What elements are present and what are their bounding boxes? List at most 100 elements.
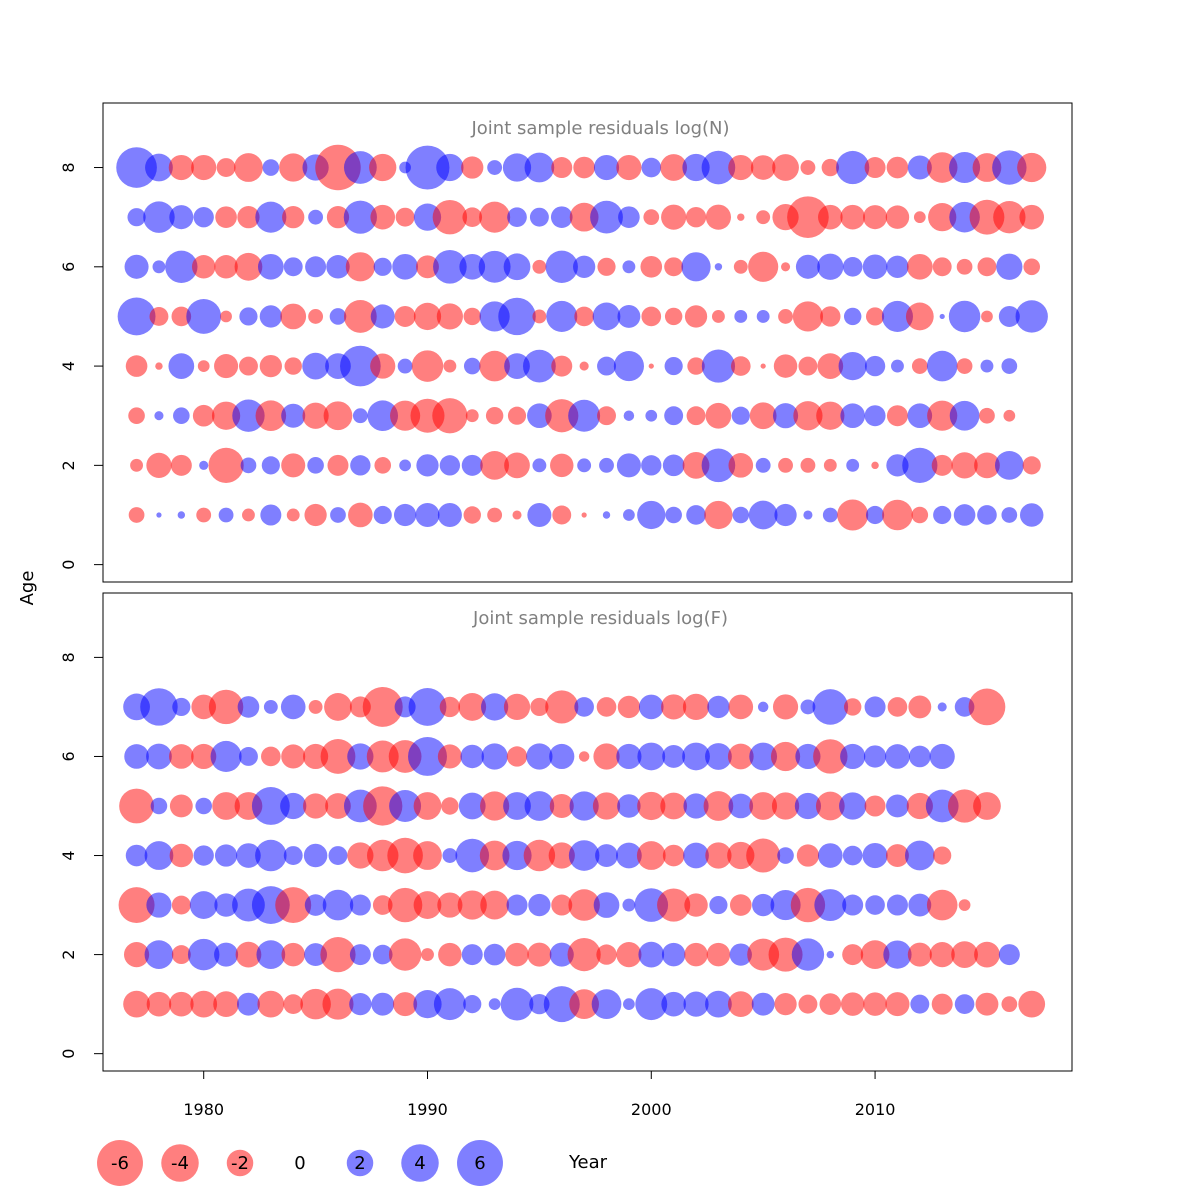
residual-bubble bbox=[860, 940, 890, 969]
residual-bubble bbox=[214, 844, 238, 867]
residual-bubble bbox=[684, 893, 708, 917]
residual-bubble bbox=[393, 503, 417, 527]
residual-bubble bbox=[683, 842, 709, 869]
residual-bubble bbox=[592, 302, 621, 331]
residual-bubble bbox=[842, 894, 864, 916]
residual-bubble bbox=[215, 206, 237, 228]
residual-bubble bbox=[212, 792, 240, 820]
residual-bubble bbox=[979, 407, 995, 424]
residual-bubble bbox=[863, 745, 887, 768]
residual-bubble bbox=[826, 950, 835, 959]
residual-bubble bbox=[602, 511, 611, 519]
residual-bubble bbox=[1001, 358, 1018, 374]
residual-bubble bbox=[325, 793, 351, 819]
residual-bubble bbox=[568, 889, 600, 921]
residual-bubble bbox=[437, 744, 462, 769]
residual-bubble bbox=[573, 255, 596, 278]
residual-bubble bbox=[770, 741, 801, 772]
residual-bubble bbox=[792, 301, 824, 332]
residual-bubble bbox=[618, 206, 640, 228]
residual-bubble bbox=[214, 354, 239, 379]
residual-bubble bbox=[371, 992, 395, 1016]
residual-bubble bbox=[433, 249, 467, 284]
residual-bubble bbox=[504, 353, 530, 379]
residual-bubble bbox=[438, 942, 462, 967]
legend: -6 -4 -2 0 2 4 6 bbox=[97, 1140, 503, 1186]
residual-bubble bbox=[463, 995, 482, 1014]
residual-bubble bbox=[128, 407, 145, 425]
residual-bubble bbox=[907, 403, 933, 429]
residual-bubble bbox=[286, 508, 300, 522]
residual-bubble bbox=[262, 159, 280, 176]
residual-bubble bbox=[638, 941, 665, 968]
residual-bubble bbox=[864, 355, 886, 377]
residual-bubble bbox=[616, 154, 642, 181]
residual-bubble bbox=[814, 889, 847, 922]
residual-bubble bbox=[750, 155, 776, 180]
legend-bubble bbox=[226, 1149, 254, 1177]
residual-bubble bbox=[308, 699, 323, 714]
residual-bubble bbox=[479, 840, 510, 871]
residual-bubble bbox=[665, 506, 682, 524]
residual-bubble bbox=[478, 250, 511, 283]
residual-bubble bbox=[340, 345, 381, 387]
residual-bubble bbox=[213, 991, 239, 1017]
residual-bubble bbox=[480, 791, 510, 821]
y-tick-label: 6 bbox=[59, 262, 78, 272]
residual-bubble bbox=[812, 689, 849, 725]
residual-bubble bbox=[1003, 409, 1016, 422]
residual-bubble bbox=[259, 354, 282, 378]
residual-bubble bbox=[617, 305, 641, 328]
residual-bubble bbox=[883, 940, 912, 969]
residual-bubble bbox=[969, 199, 1005, 235]
residual-bubble bbox=[591, 989, 622, 1019]
residual-bubble bbox=[913, 211, 926, 224]
legend-label: -4 bbox=[171, 1153, 189, 1174]
residual-bubble bbox=[155, 362, 163, 370]
residual-bubble bbox=[574, 697, 594, 717]
residual-bubble bbox=[746, 838, 781, 873]
residual-bubble bbox=[951, 452, 978, 479]
residual-bubble bbox=[549, 793, 574, 819]
x-tick-label: 2000 bbox=[631, 1100, 672, 1119]
residual-bubble bbox=[641, 306, 662, 327]
residual-bubble bbox=[504, 452, 530, 479]
residual-bubble bbox=[551, 355, 573, 377]
residual-bubble bbox=[993, 200, 1026, 234]
residual-bubble bbox=[189, 891, 218, 919]
residual-bubble bbox=[568, 840, 600, 871]
residual-bubble bbox=[704, 500, 733, 530]
residual-bubble bbox=[664, 307, 683, 326]
legend-item: 0 bbox=[294, 1153, 305, 1174]
residual-bubble bbox=[772, 154, 799, 181]
residual-bubble bbox=[681, 252, 711, 282]
residual-bubble bbox=[405, 145, 450, 190]
residual-bubble bbox=[523, 839, 556, 872]
residual-bubble bbox=[323, 401, 353, 431]
residual-bubble bbox=[791, 938, 825, 971]
residual-bubble bbox=[193, 845, 214, 866]
residual-bubble bbox=[242, 508, 255, 522]
residual-bubble bbox=[886, 454, 909, 477]
residual-bubble bbox=[843, 698, 862, 716]
y-tick-label: 4 bbox=[59, 361, 78, 371]
y-tick-label: 2 bbox=[59, 460, 78, 470]
residual-bubble bbox=[648, 363, 654, 369]
residual-bubble bbox=[777, 847, 794, 864]
residual-bubble bbox=[442, 848, 458, 863]
residual-bubble bbox=[457, 890, 487, 920]
residual-bubble bbox=[998, 305, 1020, 327]
residual-bubble bbox=[462, 207, 483, 227]
legend-label: 2 bbox=[354, 1153, 365, 1174]
residual-bubble bbox=[904, 840, 935, 871]
residual-bubble bbox=[641, 455, 662, 476]
residual-bubble bbox=[211, 401, 241, 430]
residual-bubble bbox=[593, 743, 620, 770]
residual-bubble bbox=[939, 313, 945, 320]
residual-bubble bbox=[216, 158, 236, 177]
residual-bubble bbox=[937, 702, 947, 712]
residual-bubble bbox=[218, 507, 234, 523]
residual-bubble bbox=[220, 310, 232, 323]
residual-bubble bbox=[214, 942, 239, 967]
residual-bubble bbox=[749, 402, 777, 430]
